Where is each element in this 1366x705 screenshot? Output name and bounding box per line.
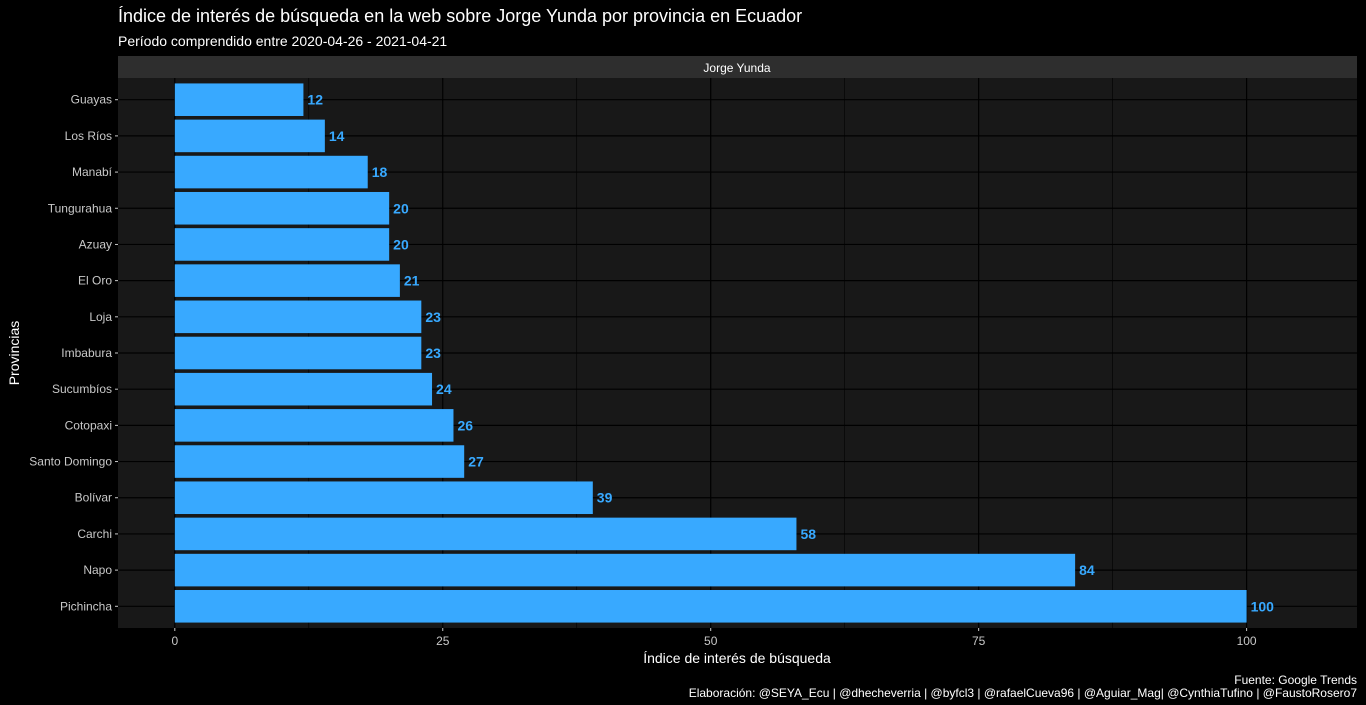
- facet-strip: [118, 56, 1357, 78]
- y-tick-label: Santo Domingo: [29, 455, 112, 469]
- y-tick-label: Tungurahua: [48, 201, 113, 215]
- bar-value-label: 39: [597, 490, 613, 506]
- y-tick-label: Pichincha: [60, 599, 112, 613]
- bar-value-label: 12: [307, 92, 323, 108]
- bar-value-label: 20: [393, 236, 409, 252]
- caption-source: Fuente: Google Trends: [1234, 673, 1357, 687]
- bar-value-label: 84: [1079, 562, 1095, 578]
- x-tick-label: 50: [704, 634, 718, 648]
- x-axis-title: Índice de interés de búsqueda: [643, 650, 831, 666]
- x-tick-label: 100: [1237, 634, 1257, 648]
- bar: [174, 445, 465, 478]
- bar: [174, 300, 422, 334]
- bar: [174, 191, 390, 225]
- y-tick-label: Bolívar: [75, 491, 112, 505]
- bar: [174, 83, 304, 116]
- y-tick-label: Manabí: [72, 165, 113, 179]
- y-axis-ticks: Guayas Los Ríos Manabí Tungurahua Azuay El Or…: [29, 93, 118, 613]
- bar-value-label: 20: [393, 200, 409, 216]
- bar-value-label: 100: [1251, 598, 1275, 614]
- bars: [174, 83, 1247, 623]
- y-tick-label: Guayas: [71, 93, 112, 107]
- y-tick-label: Sucumbíos: [52, 382, 112, 396]
- bar: [174, 336, 422, 370]
- bar-value-label: 14: [329, 128, 345, 144]
- bar: [174, 228, 390, 261]
- bar: [174, 481, 593, 515]
- y-tick-label: Carchi: [77, 527, 112, 541]
- bar: [174, 264, 400, 297]
- y-tick-label: Napo: [83, 563, 112, 577]
- bar: [174, 119, 325, 153]
- bar: [174, 553, 1076, 587]
- x-tick-label: 25: [436, 634, 450, 648]
- y-tick-label: Imbabura: [61, 346, 112, 360]
- chart-title: Índice de interés de búsqueda en la web …: [118, 6, 802, 26]
- bar: [174, 409, 454, 442]
- bar-value-label: 58: [800, 526, 816, 542]
- bar: [174, 517, 797, 551]
- y-tick-label: El Oro: [78, 274, 112, 288]
- chart-subtitle: Período comprendido entre 2020-04-26 - 2…: [118, 33, 447, 49]
- bar-value-label: 18: [372, 164, 388, 180]
- bar-value-label: 24: [436, 381, 452, 397]
- y-tick-label: Loja: [89, 310, 112, 324]
- y-axis-title: Provincias: [6, 321, 22, 386]
- bar-value-label: 27: [468, 454, 484, 470]
- bar-value-label: 23: [425, 309, 441, 325]
- bar-value-label: 23: [425, 345, 441, 361]
- y-tick-label: Cotopaxi: [65, 418, 112, 432]
- bar: [174, 372, 433, 406]
- bar: [174, 590, 1247, 623]
- x-tick-label: 0: [171, 634, 178, 648]
- x-tick-label: 75: [972, 634, 986, 648]
- facet-strip-label: Jorge Yunda: [703, 61, 770, 75]
- bar-value-labels: 12 14 18 20 20 21 23 23 24 26 27 39 58 84 100: [307, 92, 1274, 615]
- bar-value-label: 21: [404, 273, 420, 289]
- y-tick-label: Azuay: [79, 237, 112, 251]
- bar: [174, 155, 368, 189]
- caption-credits: Elaboración: @SEYA_Ecu | @dhecheverria |…: [689, 686, 1358, 700]
- bar-value-label: 26: [457, 417, 473, 433]
- y-tick-label: Los Ríos: [65, 129, 112, 143]
- x-axis-ticks: 0 25 50 75 100: [171, 628, 1257, 648]
